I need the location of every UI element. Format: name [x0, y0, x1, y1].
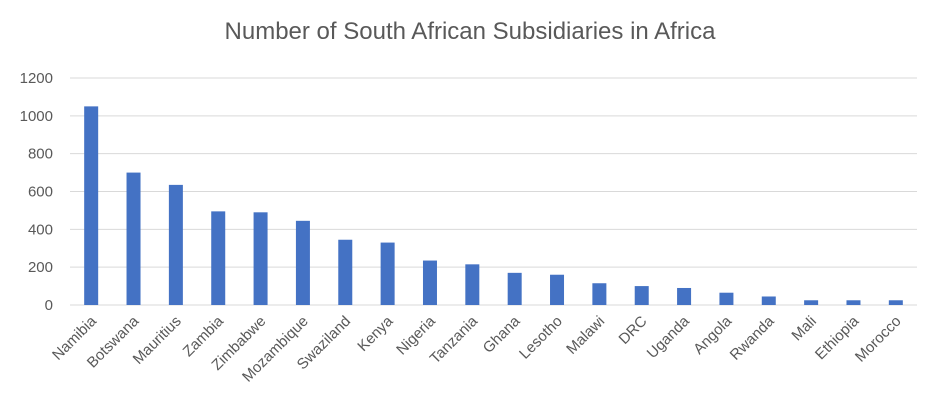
- x-axis-category-labels: NamibiaBotswanaMauritiusZambiaZimbabweMo…: [49, 312, 905, 385]
- x-category-label: Malawi: [563, 313, 608, 358]
- bar-lesotho: [550, 274, 565, 305]
- y-tick-label: 200: [28, 259, 53, 276]
- bars: [84, 106, 903, 305]
- bar-mozambique: [295, 220, 310, 305]
- bar-nigeria: [422, 260, 437, 305]
- x-category-label: Rwanda: [727, 312, 778, 363]
- bar-tanzania: [465, 264, 480, 305]
- x-category-label: Kenya: [354, 312, 397, 355]
- y-tick-label: 0: [45, 297, 53, 314]
- x-category-label: Morocco: [852, 313, 905, 366]
- bar-ethiopia: [846, 300, 861, 305]
- bar-rwanda: [761, 296, 776, 305]
- bar-zambia: [211, 211, 226, 305]
- bar-kenya: [380, 242, 395, 305]
- bar-morocco: [888, 300, 903, 305]
- y-tick-label: 1200: [20, 70, 53, 87]
- bar-angola: [719, 292, 734, 305]
- x-category-label: Lesotho: [516, 313, 566, 363]
- bar-mali: [804, 300, 819, 305]
- chart-title: Number of South African Subsidiaries in …: [224, 18, 716, 45]
- y-tick-label: 800: [28, 146, 53, 163]
- bar-botswana: [126, 172, 141, 305]
- bar-malawi: [592, 283, 607, 305]
- x-category-label: DRC: [616, 313, 651, 348]
- x-category-label: Mali: [788, 313, 819, 344]
- y-tick-label: 600: [28, 184, 53, 201]
- bar-drc: [634, 286, 649, 305]
- x-category-label: Uganda: [644, 312, 694, 362]
- gridlines: [70, 77, 917, 306]
- y-tick-label: 400: [28, 221, 53, 238]
- bar-mauritius: [168, 184, 183, 305]
- bar-uganda: [677, 287, 692, 305]
- bar-namibia: [84, 106, 99, 305]
- y-tick-label: 1000: [20, 108, 53, 125]
- y-axis-tick-labels: 0 200 400 600 800 1000 1200: [20, 70, 53, 314]
- bar-swaziland: [338, 239, 353, 305]
- bar-zimbabwe: [253, 212, 268, 305]
- x-category-label: Tanzania: [427, 312, 482, 367]
- bar-ghana: [507, 272, 522, 305]
